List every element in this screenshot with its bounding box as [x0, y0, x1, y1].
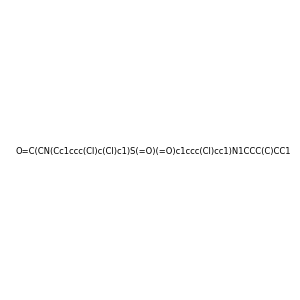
- Text: O=C(CN(Cc1ccc(Cl)c(Cl)c1)S(=O)(=O)c1ccc(Cl)cc1)N1CCC(C)CC1: O=C(CN(Cc1ccc(Cl)c(Cl)c1)S(=O)(=O)c1ccc(…: [16, 147, 292, 156]
